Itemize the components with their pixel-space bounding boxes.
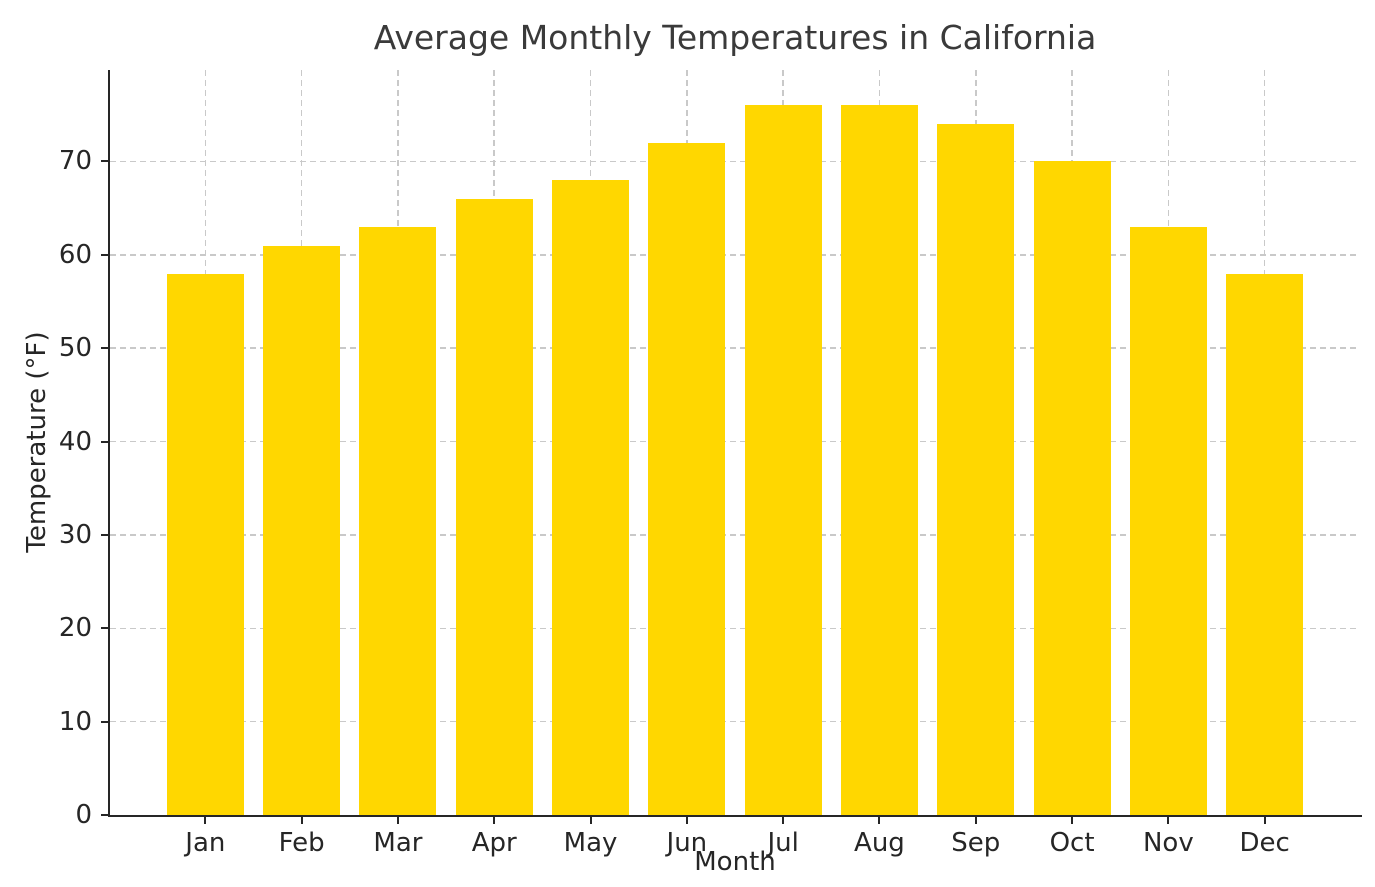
y-tick-mark	[101, 720, 108, 723]
y-axis-spine	[108, 70, 110, 817]
bar-jun	[648, 142, 726, 815]
gridline-horizontal	[110, 160, 1360, 163]
bar-apr	[455, 198, 533, 815]
gridline-horizontal	[110, 720, 1360, 723]
x-tick-mark	[1167, 817, 1170, 824]
x-tick-label: Dec	[1239, 828, 1290, 858]
x-tick-label: Aug	[854, 828, 905, 858]
y-tick-mark	[101, 627, 108, 630]
x-tick-mark	[300, 817, 303, 824]
x-axis-label: Month	[694, 847, 776, 877]
gridline-horizontal	[110, 254, 1360, 256]
bar-aug	[840, 105, 918, 815]
y-tick-label: 60	[58, 239, 92, 270]
x-tick-label: Feb	[278, 828, 325, 858]
x-tick-label: May	[563, 828, 618, 858]
x-tick-mark	[878, 817, 881, 824]
x-tick-label: Sep	[951, 828, 1001, 858]
y-tick-mark	[101, 347, 108, 350]
gridline-horizontal	[110, 627, 1360, 630]
bar-jan	[166, 273, 244, 815]
x-tick-mark	[589, 817, 592, 824]
y-tick-label: 0	[75, 800, 92, 830]
bar-feb	[263, 245, 341, 815]
y-tick-label: 50	[58, 333, 92, 364]
x-tick-mark	[396, 817, 399, 824]
y-tick-mark	[101, 440, 108, 443]
bar-mar	[359, 226, 437, 815]
bar-may	[552, 180, 630, 815]
x-tick-label: Jun	[666, 828, 708, 858]
x-tick-mark	[1071, 817, 1074, 824]
x-tick-mark	[1263, 817, 1266, 824]
y-tick-label: 70	[58, 146, 92, 177]
x-tick-mark	[782, 817, 785, 824]
y-tick-label: 20	[58, 613, 92, 644]
bar-sep	[937, 124, 1015, 815]
bar-nov	[1129, 226, 1207, 815]
x-tick-label: Nov	[1142, 828, 1194, 858]
x-tick-mark	[685, 817, 688, 824]
y-tick-label: 40	[58, 426, 92, 457]
y-tick-mark	[101, 160, 108, 163]
gridline-horizontal	[110, 440, 1360, 443]
gridline-horizontal	[110, 534, 1360, 536]
bar-dec	[1226, 273, 1304, 815]
x-axis-spine	[108, 815, 1362, 817]
x-tick-label: Mar	[373, 828, 423, 858]
x-tick-mark	[493, 817, 496, 824]
x-tick-mark	[204, 817, 207, 824]
y-tick-mark	[101, 533, 108, 536]
x-tick-label: Jul	[767, 828, 799, 858]
y-tick-mark	[101, 253, 108, 256]
x-tick-label: Apr	[471, 828, 517, 858]
y-tick-label: 30	[58, 519, 92, 550]
chart-title: Average Monthly Temperatures in Californ…	[373, 18, 1097, 57]
x-tick-label: Jan	[185, 828, 226, 858]
x-tick-label: Oct	[1049, 828, 1095, 858]
gridline-horizontal	[110, 347, 1360, 349]
x-tick-mark	[974, 817, 977, 824]
bar-oct	[1033, 161, 1111, 815]
bar-jul	[744, 105, 822, 815]
y-tick-label: 10	[58, 706, 92, 737]
y-tick-mark	[101, 814, 108, 816]
